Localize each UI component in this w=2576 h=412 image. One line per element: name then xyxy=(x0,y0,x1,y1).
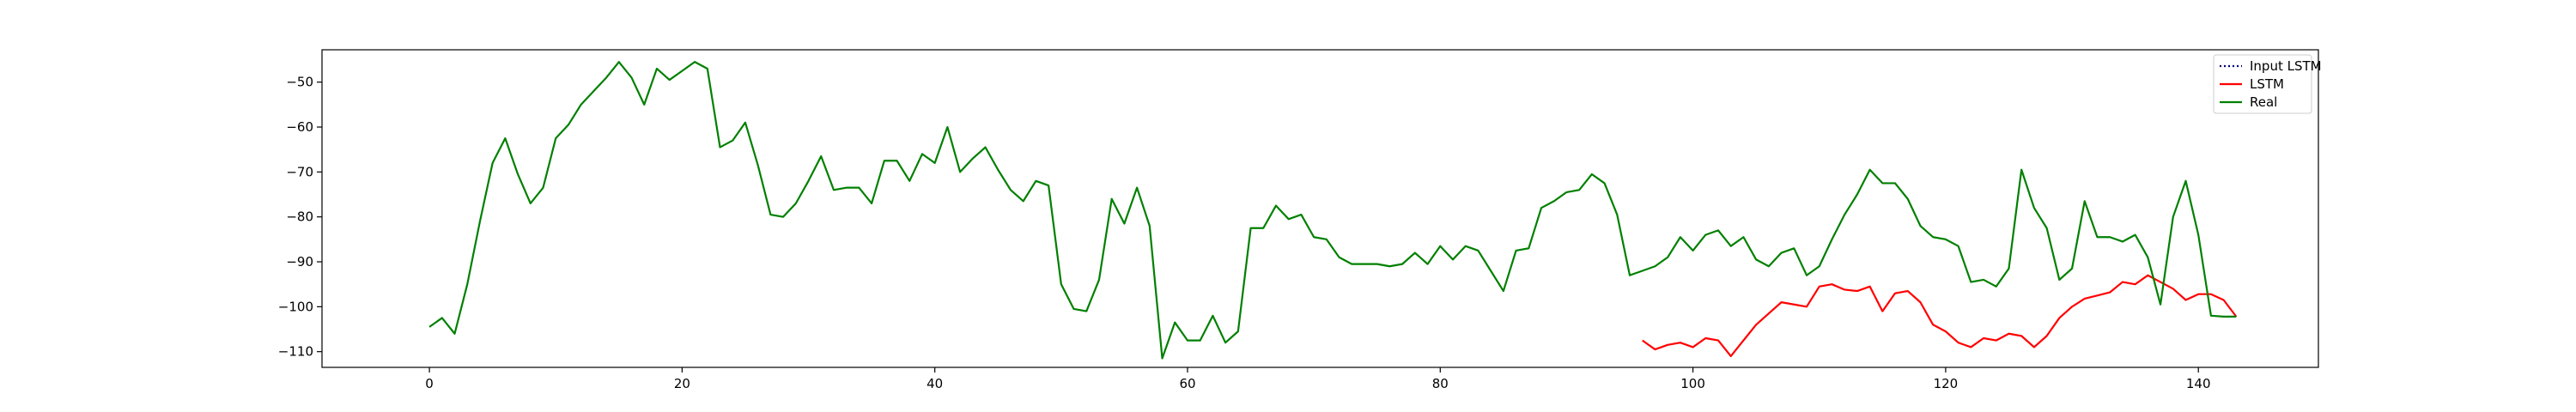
x-tick-label: 80 xyxy=(1432,376,1449,391)
legend-box xyxy=(2213,54,2312,114)
y-axis: −110 −100 −90 −80 −70 −60 −50 xyxy=(278,75,322,360)
legend: Input LSTM LSTM Real xyxy=(2213,54,2322,114)
x-tick-label: 140 xyxy=(2186,376,2211,391)
y-tick-label: −100 xyxy=(278,299,313,314)
x-tick-label: 120 xyxy=(1934,376,1959,391)
legend-label: LSTM xyxy=(2250,76,2284,92)
y-tick-label: −80 xyxy=(286,209,313,225)
plot-area xyxy=(322,50,2318,367)
y-tick-label: −50 xyxy=(286,75,313,90)
x-tick-label: 100 xyxy=(1680,376,1705,391)
series-line-real xyxy=(428,61,2237,360)
series-layer xyxy=(428,61,2238,360)
x-tick-label: 0 xyxy=(425,376,434,391)
legend-label: Input LSTM xyxy=(2250,58,2322,74)
y-tick-label: −70 xyxy=(286,164,313,179)
series-line-lstm xyxy=(1642,274,2238,358)
x-tick-label: 60 xyxy=(1179,376,1195,391)
plot-frame xyxy=(321,49,2319,368)
x-tick-label: 40 xyxy=(927,376,943,391)
x-axis: 0 20 40 60 80 100 120 140 xyxy=(425,367,2211,391)
legend-label: Real xyxy=(2250,94,2277,110)
y-tick-label: −60 xyxy=(286,119,313,135)
y-tick-label: −90 xyxy=(286,254,313,270)
x-tick-label: 20 xyxy=(674,376,690,391)
y-tick-label: −110 xyxy=(278,344,313,360)
